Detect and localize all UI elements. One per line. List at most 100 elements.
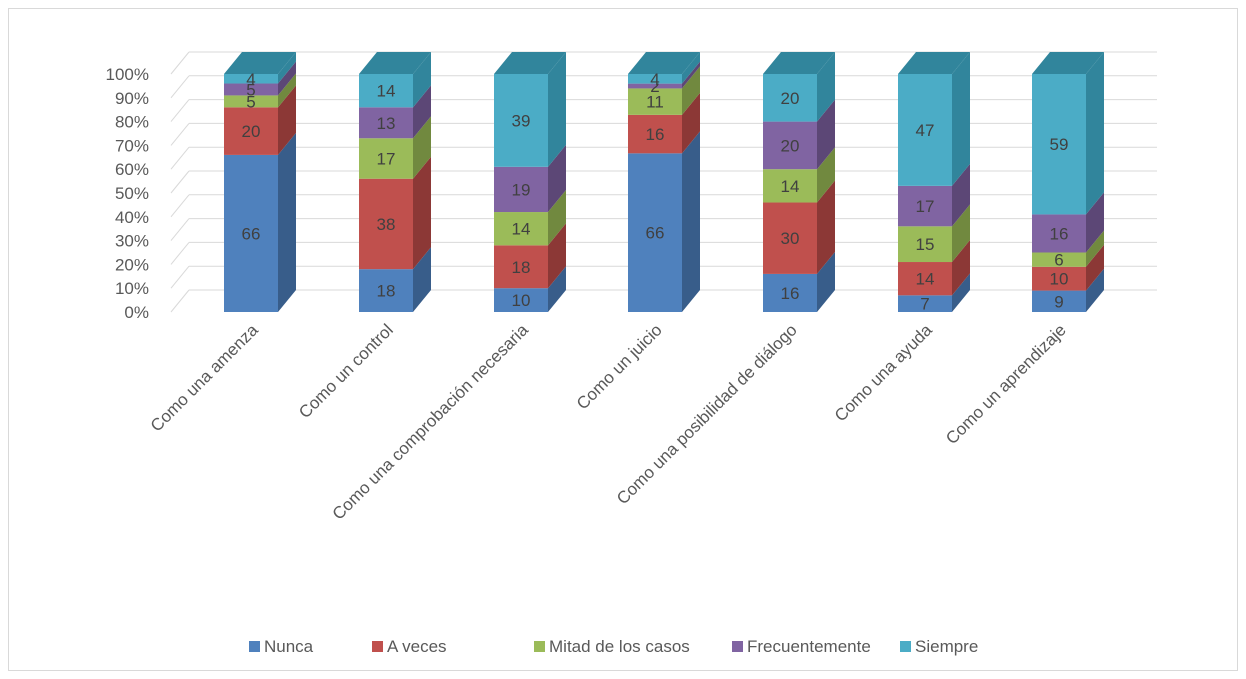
gridline-diagonal <box>170 218 190 241</box>
gridline-diagonal <box>170 51 190 75</box>
bar-side <box>952 163 970 227</box>
data-label: 66 <box>242 224 261 243</box>
bar-segment <box>494 212 548 246</box>
legend-label: Nunca <box>264 637 314 656</box>
data-label: 18 <box>512 258 531 277</box>
y-tick-label: 70% <box>115 136 149 155</box>
y-tick-label: 0% <box>124 303 149 322</box>
data-label: 19 <box>512 180 531 199</box>
bar-segment <box>224 95 278 108</box>
bar-segment <box>224 83 278 96</box>
gridline-diagonal <box>170 242 190 265</box>
data-label: 4 <box>650 70 659 89</box>
legend-swatch <box>900 641 911 652</box>
data-label: 39 <box>512 111 531 130</box>
bar-segment <box>359 178 413 270</box>
bar-side <box>1086 244 1104 291</box>
bar-side <box>413 116 431 179</box>
y-tick-label: 100% <box>106 65 149 84</box>
bar-side <box>1086 192 1104 253</box>
bar-side <box>413 156 431 270</box>
stacked-bar-chart: 0%10%20%30%40%50%60%70%80%90%100%6620554… <box>106 51 1157 656</box>
data-label: 14 <box>781 177 800 196</box>
bar-segment <box>359 138 413 179</box>
y-tick-label: 20% <box>115 255 149 274</box>
bar-segment <box>224 107 278 155</box>
data-label: 4 <box>246 70 255 89</box>
bar-segment <box>359 107 413 139</box>
data-label: 11 <box>646 93 664 112</box>
bar-segment <box>1032 74 1086 215</box>
bar-segment <box>359 269 413 312</box>
data-label: 7 <box>920 295 929 314</box>
bar-side <box>817 147 835 203</box>
legend-label: A veces <box>387 637 447 656</box>
bar-side <box>548 266 566 312</box>
bar-segment <box>763 121 817 170</box>
bar-side <box>817 52 835 122</box>
bar-side <box>1086 52 1104 215</box>
data-label: 14 <box>377 82 396 101</box>
bar-side <box>278 61 296 96</box>
bar-side <box>682 131 700 312</box>
data-label: 17 <box>377 149 396 168</box>
y-tick-label: 50% <box>115 184 149 203</box>
bar-side <box>1086 268 1104 312</box>
data-label: 9 <box>1054 292 1063 311</box>
bar-segment <box>224 74 278 84</box>
bar-segment <box>763 74 817 122</box>
bar-side <box>952 240 970 296</box>
bar-segment <box>494 245 548 289</box>
bar-side <box>278 132 296 312</box>
gridline-diagonal <box>170 99 190 122</box>
bar-side <box>548 144 566 213</box>
y-tick-label: 60% <box>115 160 149 179</box>
gridline-diagonal <box>170 170 190 194</box>
y-tick-label: 30% <box>115 232 149 251</box>
bar-segment <box>494 166 548 213</box>
bar-top <box>224 52 296 74</box>
bar-top <box>628 52 700 74</box>
bar-side <box>413 247 431 312</box>
bar-segment <box>763 202 817 274</box>
bar-segment <box>494 288 548 312</box>
bar-side <box>682 61 700 89</box>
data-label: 20 <box>242 122 261 141</box>
gridline-diagonal <box>170 75 190 99</box>
bar-top <box>494 52 566 74</box>
data-label: 10 <box>1050 270 1069 289</box>
bar-side <box>682 92 700 154</box>
data-label: 16 <box>646 125 665 144</box>
data-label: 15 <box>916 235 935 254</box>
data-label: 2 <box>650 77 659 96</box>
bar-side <box>548 52 566 167</box>
bar-segment <box>628 83 682 89</box>
data-label: 66 <box>646 224 665 243</box>
data-label: 14 <box>512 220 531 239</box>
data-label: 6 <box>1054 251 1063 270</box>
bar-segment <box>628 153 682 312</box>
bar-segment <box>628 88 682 115</box>
bar-side <box>278 73 296 108</box>
x-category-label: Como un control <box>295 320 397 422</box>
data-label: 17 <box>916 197 935 216</box>
bar-side <box>952 273 970 312</box>
bar-segment <box>763 169 817 203</box>
legend-label: Mitad de los casos <box>549 637 690 656</box>
x-category-label: Como un juicio <box>573 320 666 413</box>
bar-side <box>682 66 700 115</box>
bar-side <box>952 52 970 186</box>
data-label: 18 <box>377 282 396 301</box>
bar-segment <box>494 74 548 167</box>
data-label: 13 <box>377 114 396 133</box>
bar-side <box>278 85 296 155</box>
bar-segment <box>898 295 952 312</box>
bar-segment <box>898 185 952 227</box>
data-label: 16 <box>1050 224 1069 243</box>
bar-segment <box>898 226 952 263</box>
bar-segment <box>1032 252 1086 267</box>
bar-segment <box>1032 266 1086 291</box>
bar-segment <box>628 114 682 154</box>
x-category-label: Como un aprendizaje <box>942 320 1070 448</box>
legend-label: Siempre <box>915 637 978 656</box>
